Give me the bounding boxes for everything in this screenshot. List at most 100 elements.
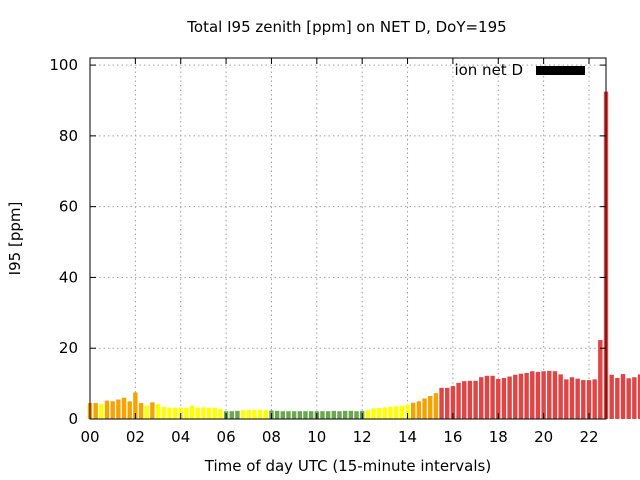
bar-series — [87, 91, 640, 420]
grid-lines — [90, 58, 606, 419]
y-tick-label: 0 — [68, 410, 78, 428]
x-tick-label: 02 — [126, 428, 145, 446]
bar — [246, 409, 251, 419]
bar — [598, 340, 603, 419]
bar — [484, 375, 490, 419]
bar — [564, 379, 569, 419]
bar — [155, 404, 161, 419]
bar — [445, 387, 450, 419]
bar — [632, 377, 637, 419]
bar — [133, 392, 138, 419]
bar — [286, 411, 291, 419]
bar — [473, 380, 478, 419]
axis-ticks: 0 20 40 60 80 100 00 02 04 06 08 10 12 14 16 18 20 22 — [49, 56, 606, 446]
bar — [626, 378, 631, 419]
bar — [127, 401, 132, 419]
bar — [581, 380, 586, 419]
bar — [280, 411, 285, 419]
bar — [320, 411, 325, 419]
legend-swatch — [536, 66, 585, 75]
bar — [172, 407, 178, 419]
bar — [337, 411, 342, 419]
bar — [399, 405, 405, 419]
y-tick-label: 100 — [49, 56, 78, 74]
x-tick-label: 22 — [579, 428, 598, 446]
bar — [393, 406, 399, 419]
bar — [620, 374, 626, 419]
bar — [462, 381, 467, 419]
bar — [235, 410, 240, 419]
bar — [535, 371, 541, 419]
bar — [507, 376, 512, 419]
bar — [456, 382, 461, 419]
bar — [371, 408, 376, 419]
bar — [365, 410, 371, 419]
bar — [167, 407, 172, 419]
bar — [325, 411, 331, 419]
y-tick-label: 20 — [59, 339, 78, 357]
x-tick-label: 16 — [443, 428, 462, 446]
bar — [274, 410, 280, 419]
bar — [303, 411, 308, 419]
bar — [331, 410, 337, 419]
bar — [547, 370, 552, 419]
bar — [252, 409, 257, 419]
bar — [201, 407, 206, 419]
bar — [552, 371, 558, 419]
bar — [348, 410, 354, 419]
bar — [615, 377, 620, 419]
bar — [518, 373, 524, 419]
bar — [229, 411, 234, 419]
bar — [342, 410, 348, 419]
bar — [388, 406, 393, 419]
bar — [206, 407, 212, 419]
y-tick-label: 80 — [59, 127, 78, 145]
x-tick-label: 20 — [534, 428, 553, 446]
x-axis-label: Time of day UTC (15-minute intervals) — [204, 457, 491, 475]
plot-frame — [89, 57, 607, 420]
bar — [609, 374, 614, 419]
bar — [93, 403, 98, 419]
bar — [263, 410, 268, 419]
bar — [116, 399, 121, 419]
bar — [530, 371, 535, 419]
x-tick-label: 06 — [217, 428, 236, 446]
bar — [433, 393, 439, 419]
bar — [524, 372, 529, 419]
bar — [354, 411, 359, 419]
bar — [257, 409, 263, 419]
bar — [195, 407, 200, 419]
bar — [411, 402, 416, 419]
bar — [150, 402, 155, 419]
bar — [382, 407, 388, 419]
x-tick-label: 10 — [307, 428, 326, 446]
bar — [138, 403, 144, 419]
bar — [376, 408, 382, 419]
x-tick-label: 18 — [489, 428, 508, 446]
bar — [297, 411, 303, 419]
bar — [450, 386, 456, 419]
bar — [99, 404, 104, 419]
bar — [121, 397, 127, 419]
x-tick-label: 08 — [262, 428, 281, 446]
bar — [637, 374, 640, 419]
x-tick-label: 12 — [353, 428, 372, 446]
bar — [308, 411, 314, 419]
bar — [416, 401, 422, 419]
bar — [490, 375, 495, 419]
x-tick-label: 00 — [80, 428, 99, 446]
bar — [569, 377, 575, 419]
bar — [218, 409, 223, 419]
bar — [592, 379, 597, 419]
bar — [212, 407, 217, 419]
bar — [144, 405, 149, 419]
bar — [428, 396, 433, 419]
y-tick-label: 40 — [59, 268, 78, 286]
bar — [541, 371, 546, 419]
bar — [405, 404, 410, 419]
x-tick-label: 04 — [171, 428, 190, 446]
bar — [586, 380, 592, 419]
bar — [110, 401, 115, 419]
legend: ion net D — [454, 61, 585, 79]
